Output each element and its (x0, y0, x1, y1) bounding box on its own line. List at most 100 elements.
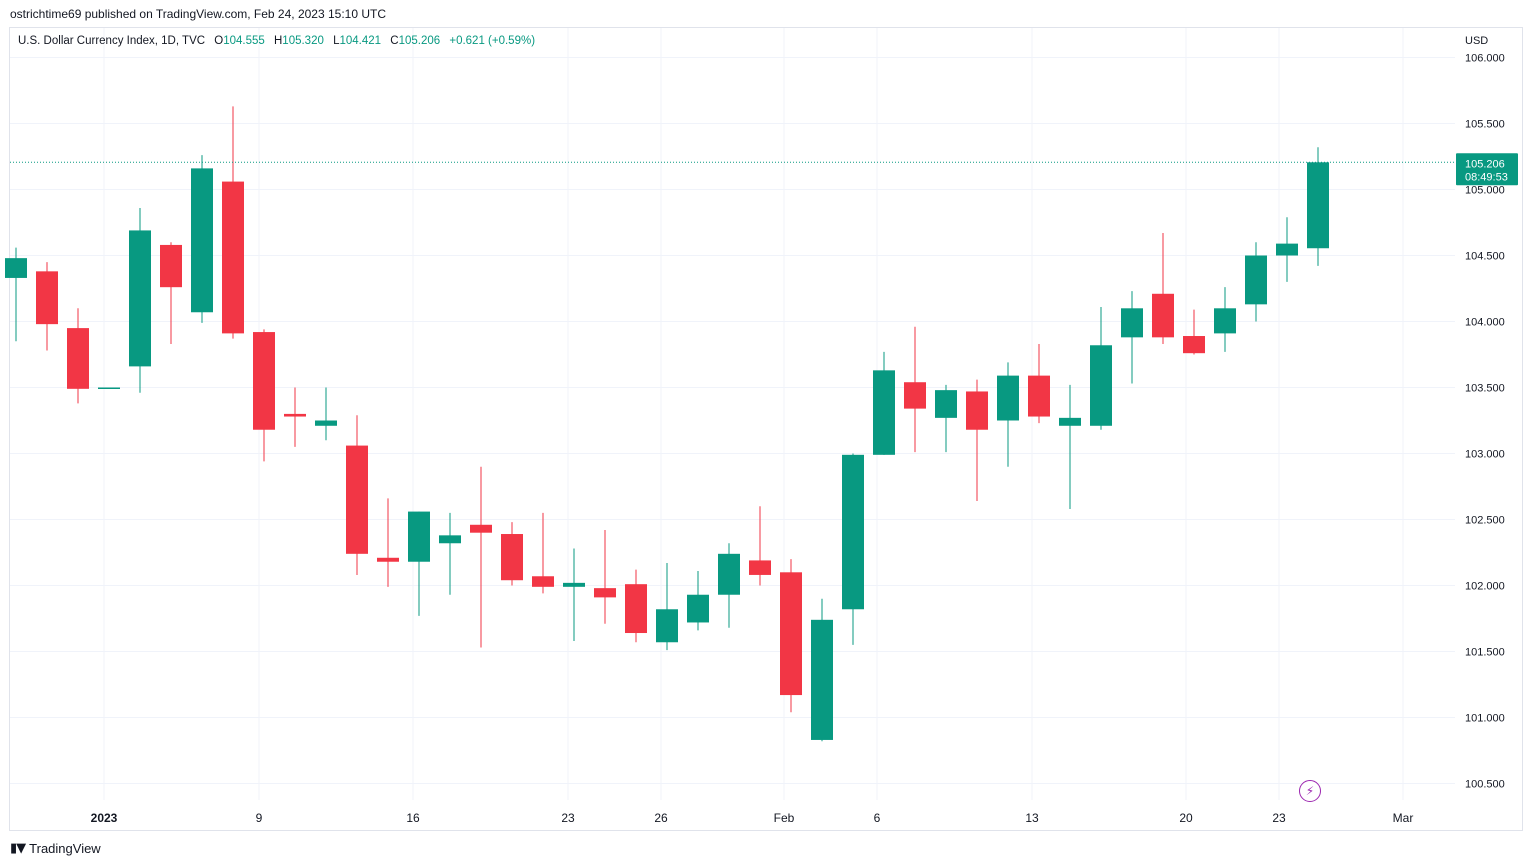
y-tick-label: 102.500 (1465, 515, 1505, 527)
candle-body (284, 413, 306, 417)
high-value: 105.320 (282, 35, 324, 47)
candle-body (625, 584, 647, 634)
candle (1028, 343, 1050, 424)
candle-body (1245, 255, 1267, 305)
symbol-legend[interactable]: U.S. Dollar Currency Index, 1D, TVC O104… (18, 35, 535, 47)
candle-body (532, 576, 554, 587)
x-tick-label: 9 (256, 811, 263, 825)
candle-body (1028, 375, 1050, 417)
candle (1183, 309, 1205, 355)
candle (1245, 242, 1267, 322)
candle (1152, 233, 1174, 344)
high-label: H (273, 35, 283, 47)
candle (997, 362, 1019, 467)
candle (780, 559, 802, 713)
candle-body (811, 619, 833, 740)
candle (563, 548, 585, 641)
candle-body (129, 230, 151, 367)
open-value: 104.555 (223, 35, 265, 47)
candle (315, 387, 337, 441)
candle-body (749, 560, 771, 575)
candle (749, 506, 771, 586)
x-tick-label: 6 (874, 811, 881, 825)
candle-body (718, 553, 740, 595)
price-tag-box (1456, 153, 1518, 186)
chart-frame[interactable] (9, 27, 1523, 831)
candle (904, 326, 926, 453)
candle (1214, 287, 1236, 352)
candle-body (1183, 336, 1205, 354)
candle (935, 384, 957, 453)
open-label: O (214, 35, 224, 47)
change-value: +0.621 (+0.59%) (449, 35, 536, 47)
y-tick-label: 101.500 (1465, 647, 1505, 659)
candle (439, 512, 461, 595)
y-tick-label: 102.000 (1465, 581, 1505, 593)
candle-body (98, 387, 120, 389)
candle-body (687, 594, 709, 623)
candle-body (1276, 243, 1298, 256)
brand-name: TradingView (29, 841, 101, 856)
candle (1276, 217, 1298, 282)
candle (594, 530, 616, 624)
candle-body (1307, 162, 1329, 249)
candle-body (439, 535, 461, 544)
currency-label: USD (1465, 35, 1489, 47)
candle-body (222, 181, 244, 334)
published-by-line: ostrichtime69 published on TradingView.c… (10, 7, 386, 21)
close-value: 105.206 (398, 35, 441, 47)
candle-body (873, 370, 895, 455)
candle-body (67, 328, 89, 389)
candle-body (5, 258, 27, 278)
candle (67, 308, 89, 404)
y-tick-label: 103.500 (1465, 383, 1505, 395)
candle (284, 387, 306, 447)
candle (842, 453, 864, 645)
candle (98, 387, 120, 389)
candle-body (1214, 308, 1236, 334)
close-label: C (390, 35, 399, 47)
y-tick-label: 105.500 (1465, 119, 1505, 131)
candle (1090, 306, 1112, 430)
lightning-icon[interactable]: ⚡ (1299, 780, 1321, 802)
candle (718, 543, 740, 628)
candle (470, 466, 492, 648)
candle-body (315, 420, 337, 426)
candle-body (501, 534, 523, 581)
x-tick-label: 13 (1025, 811, 1039, 825)
candle-body (36, 271, 58, 325)
candle (408, 511, 430, 616)
candle-body (470, 524, 492, 533)
low-label: L (333, 35, 340, 47)
x-tick-label: 23 (561, 811, 575, 825)
candle (532, 512, 554, 594)
candle-body (904, 382, 926, 409)
axes: 106.000 105.500 105.000 104.500 104.000 103.5… (91, 53, 1505, 826)
candle-body (346, 445, 368, 554)
candle-body (408, 511, 430, 562)
candle (191, 155, 213, 323)
candle (873, 351, 895, 455)
x-tick-label: 16 (406, 811, 420, 825)
candle (377, 498, 399, 587)
y-tick-label: 105.000 (1465, 185, 1505, 197)
y-tick-label: 100.500 (1465, 779, 1505, 791)
y-tick-label: 106.000 (1465, 53, 1505, 65)
candle-body (563, 582, 585, 587)
candle (222, 106, 244, 339)
candle-body (253, 332, 275, 430)
candle (1121, 291, 1143, 384)
candle-body (1152, 293, 1174, 338)
candle (687, 570, 709, 631)
low-value: 104.421 (339, 35, 382, 47)
y-tick-label: 104.000 (1465, 317, 1505, 329)
candles (5, 106, 1329, 742)
candle (656, 563, 678, 651)
candle (1059, 384, 1081, 509)
candle-body (594, 588, 616, 598)
footer-brand[interactable]: ▮▼ TradingView (10, 841, 101, 856)
candle-body (842, 454, 864, 610)
candle (625, 569, 647, 643)
